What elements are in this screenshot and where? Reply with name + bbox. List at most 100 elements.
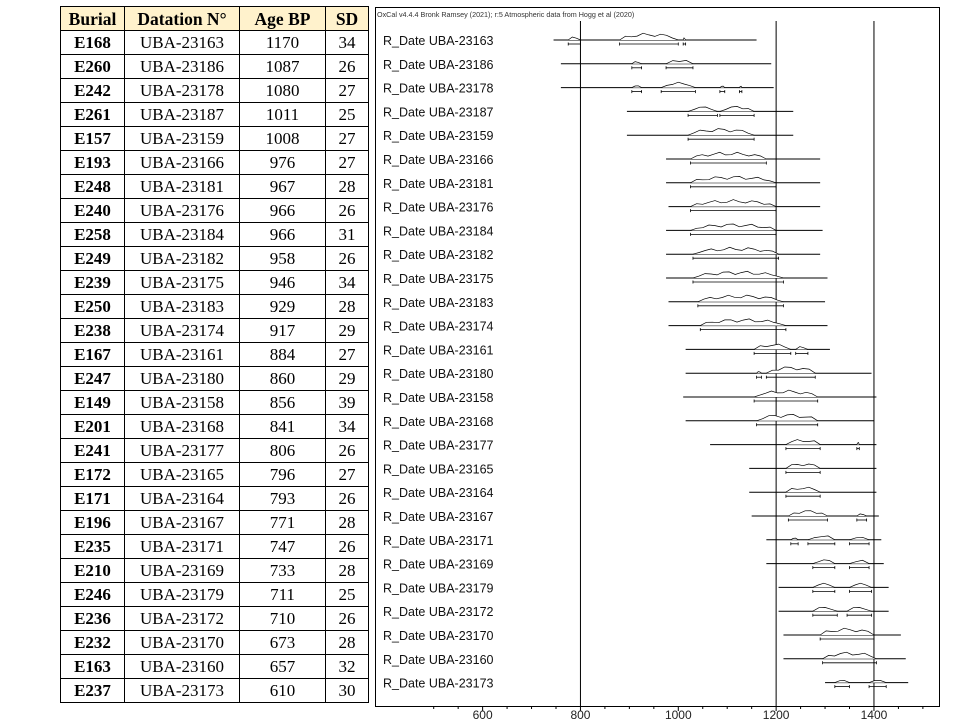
cell-sd: 29 (325, 318, 369, 343)
cell-datation: UBA-23159 (124, 126, 240, 151)
cell-burial: E240 (60, 198, 125, 223)
cell-datation: UBA-23175 (124, 270, 240, 295)
cell-age-bp: 1170 (239, 30, 326, 55)
cell-datation: UBA-23166 (124, 150, 240, 175)
cell-datation: UBA-23165 (124, 462, 240, 487)
series-row: R_Date UBA-23177 (383, 439, 877, 453)
cell-sd: 32 (325, 654, 369, 679)
probability-peak (788, 510, 828, 517)
cell-age-bp: 860 (239, 366, 326, 391)
cell-sd: 25 (325, 582, 369, 607)
cell-burial: E163 (60, 654, 125, 679)
cell-sd: 26 (325, 54, 369, 79)
probability-peak (868, 680, 887, 683)
probability-peak (690, 176, 777, 184)
cell-burial: E260 (60, 54, 125, 79)
cell-age-bp: 1008 (239, 126, 326, 151)
probability-peak (812, 607, 838, 612)
probability-peak (687, 128, 755, 136)
probability-peak (692, 270, 784, 279)
series-label: R_Date UBA-23183 (383, 296, 494, 310)
cell-burial: E250 (60, 294, 125, 319)
cell-age-bp: 966 (239, 222, 326, 247)
table-row: E171 UBA-23164 793 26 (60, 486, 369, 511)
series-label: R_Date UBA-23165 (383, 462, 494, 476)
table-row: E249 UBA-23182 958 26 (60, 246, 369, 271)
table-row: E248 UBA-23181 967 28 (60, 174, 369, 199)
cell-sd: 28 (325, 510, 369, 535)
table-body: E168 UBA-23163 1170 34 E260 UBA-23186 1087 26 E2… (60, 30, 369, 703)
header-burial: Burial (60, 6, 125, 31)
probability-peak (719, 85, 726, 88)
cell-burial: E248 (60, 174, 125, 199)
series-label: R_Date UBA-23180 (383, 367, 494, 381)
cell-burial: E236 (60, 606, 125, 631)
cell-datation: UBA-23176 (124, 198, 240, 223)
cell-datation: UBA-23158 (124, 390, 240, 415)
cell-burial: E238 (60, 318, 125, 343)
series-label: R_Date UBA-23164 (383, 486, 494, 500)
probability-peak (846, 607, 872, 612)
cell-datation: UBA-23167 (124, 510, 240, 535)
cell-age-bp: 958 (239, 246, 326, 271)
cell-datation: UBA-23173 (124, 678, 240, 703)
cell-datation: UBA-23184 (124, 222, 240, 247)
series-row: R_Date UBA-23170 (383, 627, 901, 643)
cell-burial: E193 (60, 150, 125, 175)
cell-datation: UBA-23186 (124, 54, 240, 79)
cell-age-bp: 917 (239, 318, 326, 343)
cell-burial: E157 (60, 126, 125, 151)
cell-age-bp: 929 (239, 294, 326, 319)
probability-peak (692, 246, 779, 255)
cell-datation: UBA-23163 (124, 30, 240, 55)
series-label: R_Date UBA-23187 (383, 105, 494, 119)
cell-burial: E235 (60, 534, 125, 559)
cell-age-bp: 856 (239, 390, 326, 415)
series-row: R_Date UBA-23181 (383, 176, 821, 191)
series-label: R_Date UBA-23179 (383, 581, 494, 595)
table-row: E239 UBA-23175 946 34 (60, 270, 369, 295)
table-row: E247 UBA-23180 860 29 (60, 366, 369, 391)
cell-burial: E242 (60, 78, 125, 103)
cell-age-bp: 841 (239, 414, 326, 439)
cell-sd: 28 (325, 174, 369, 199)
probability-peak (619, 32, 679, 41)
probability-peak (822, 651, 877, 660)
series-label: R_Date UBA-23177 (383, 439, 494, 453)
table-row: E168 UBA-23163 1170 34 (60, 30, 369, 55)
table-row: E260 UBA-23186 1087 26 (60, 54, 369, 79)
cell-datation: UBA-23160 (124, 654, 240, 679)
cell-burial: E247 (60, 366, 125, 391)
x-tick-label: 1000 (665, 708, 692, 720)
cell-age-bp: 976 (239, 150, 326, 175)
cell-age-bp: 967 (239, 174, 326, 199)
cell-datation: UBA-23164 (124, 486, 240, 511)
probability-peak (661, 81, 696, 88)
series-label: R_Date UBA-23167 (383, 510, 494, 524)
x-tick-label: 800 (570, 708, 590, 720)
probability-peak (690, 223, 777, 231)
burial-table: Burial Datation N° Age BP SD E168 UBA-231… (60, 6, 369, 703)
cell-burial: E258 (60, 222, 125, 247)
series-label: R_Date UBA-23171 (383, 534, 494, 548)
probability-peak (665, 60, 694, 65)
probability-peak (790, 537, 799, 541)
series-row: R_Date UBA-23178 (383, 82, 774, 96)
series-row: R_Date UBA-23176 (383, 199, 821, 215)
cell-datation: UBA-23177 (124, 438, 240, 463)
cell-sd: 27 (325, 78, 369, 103)
series-label: R_Date UBA-23175 (383, 272, 494, 286)
x-axis: 600 800 1000 1200 1400 (433, 706, 924, 720)
series-label: R_Date UBA-23170 (383, 629, 494, 643)
cell-sd: 26 (325, 246, 369, 271)
probability-peak (849, 559, 870, 564)
cell-sd: 28 (325, 294, 369, 319)
plot-header-text: OxCal v4.4.4 Bronk Ramsey (2021); r:5 At… (377, 10, 634, 19)
probability-peak (785, 486, 821, 493)
cell-burial: E237 (60, 678, 125, 703)
table-row: E157 UBA-23159 1008 27 (60, 126, 369, 151)
series-row: R_Date UBA-23183 (383, 294, 826, 310)
cell-age-bp: 657 (239, 654, 326, 679)
probability-peak (820, 627, 875, 636)
table-row: E235 UBA-23171 747 26 (60, 534, 369, 559)
